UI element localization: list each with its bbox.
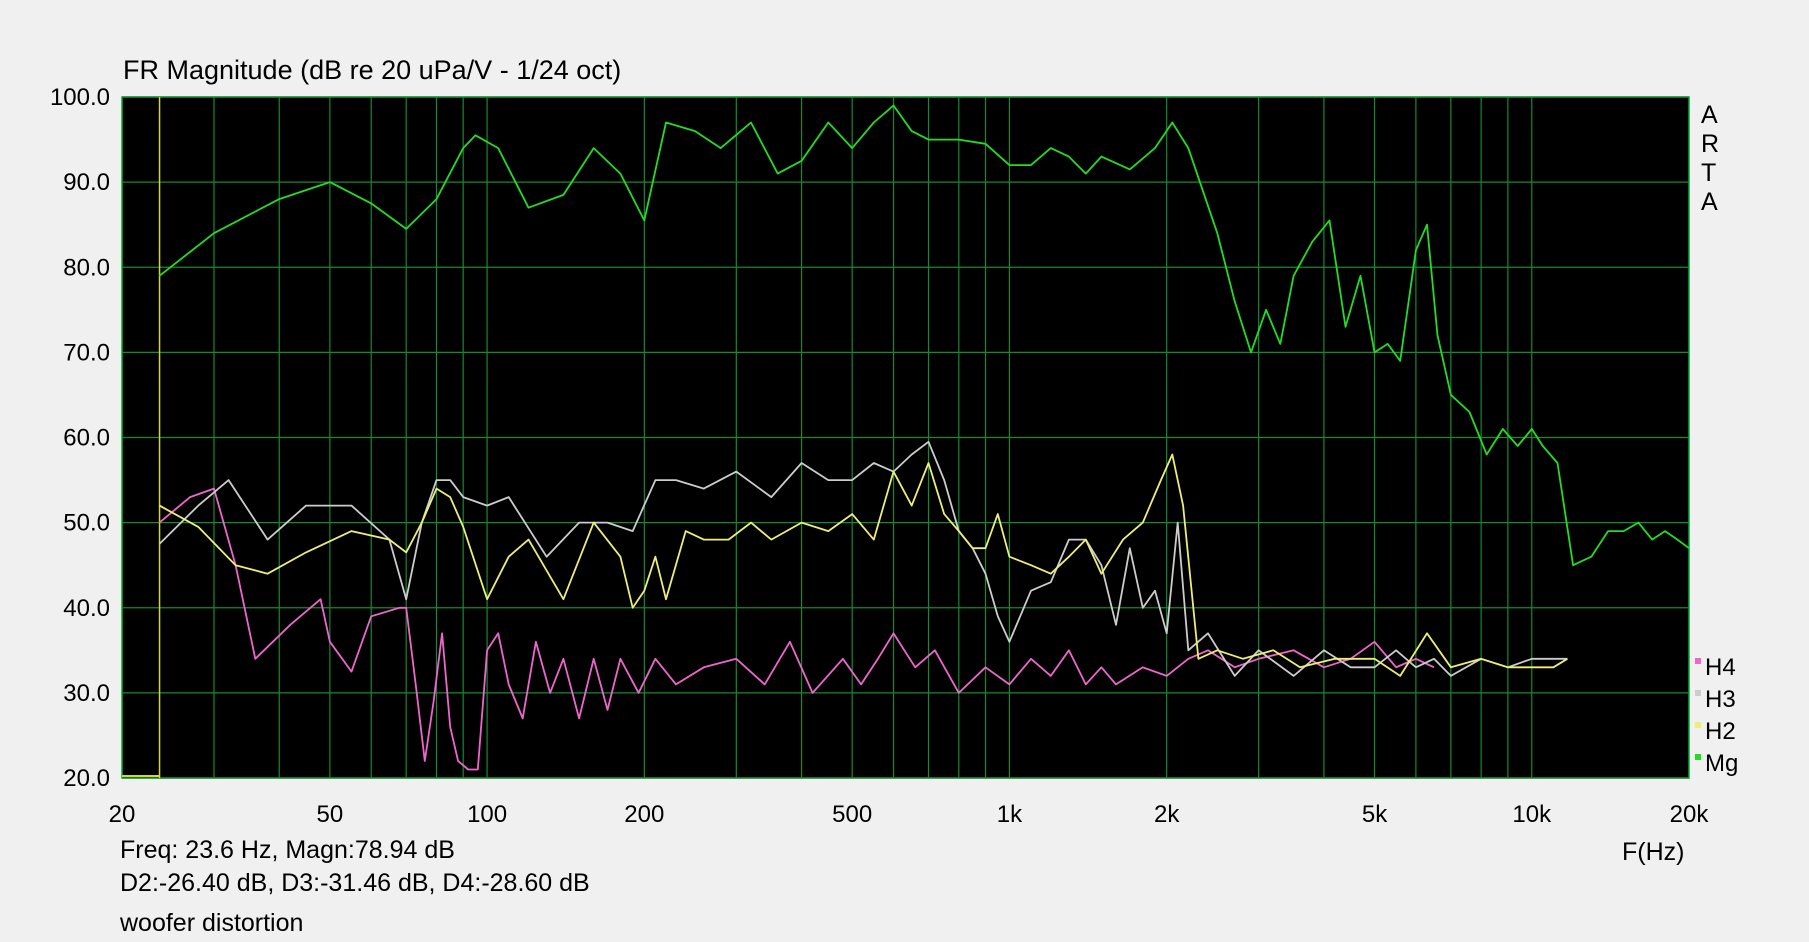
legend-swatch-h4 (1695, 658, 1701, 664)
comment-text: woofer distortion (120, 909, 304, 937)
y-tick-label: 90.0 (63, 169, 110, 196)
cursor-readout: Freq: 23.6 Hz, Magn:78.94 dB (120, 836, 455, 864)
y-tick-label: 80.0 (63, 254, 110, 281)
y-tick-label: 60.0 (63, 425, 110, 452)
legend-swatch-mg (1695, 754, 1701, 760)
x-tick-label: 100 (467, 801, 507, 828)
x-tick-label: 500 (832, 801, 872, 828)
legend-label-mg: Mg (1705, 750, 1738, 777)
series-h4-line (158, 487, 1435, 771)
x-tick-label: 10k (1512, 801, 1552, 828)
legend-label-h2: H2 (1705, 718, 1736, 745)
y-tick-label: 20.0 (63, 765, 110, 792)
x-tick-label: 1k (997, 801, 1023, 828)
y-tick-label: 50.0 (63, 510, 110, 537)
x-tick-label: 2k (1154, 801, 1180, 828)
legend-label-h4: H4 (1705, 654, 1736, 681)
x-axis-unit-label: F(Hz) (1622, 838, 1685, 866)
y-tick-label: 100.0 (50, 84, 110, 111)
y-tick-label: 40.0 (63, 595, 110, 622)
x-tick-label: 5k (1362, 801, 1388, 828)
legend-swatch-h2 (1695, 722, 1701, 728)
arta-watermark-letter: A (1701, 188, 1718, 216)
legend-swatch-h3 (1695, 690, 1701, 696)
arta-watermark-letter: T (1701, 159, 1716, 187)
y-tick-label: 30.0 (63, 680, 110, 707)
series-mg-line (158, 104, 1690, 567)
x-tick-label: 20k (1670, 801, 1710, 828)
x-tick-label: 200 (624, 801, 664, 828)
distortion-readout: D2:-26.40 dB, D3:-31.46 dB, D4:-28.60 dB (120, 869, 590, 897)
chart-title: FR Magnitude (dB re 20 uPa/V - 1/24 oct) (123, 55, 622, 85)
arta-watermark-letter: R (1701, 130, 1719, 158)
arta-watermark-letter: A (1701, 101, 1718, 129)
y-tick-label: 70.0 (63, 339, 110, 366)
x-tick-label: 20 (109, 801, 136, 828)
x-tick-label: 50 (317, 801, 344, 828)
legend-label-h3: H3 (1705, 686, 1736, 713)
series-h2-line (159, 453, 1568, 677)
